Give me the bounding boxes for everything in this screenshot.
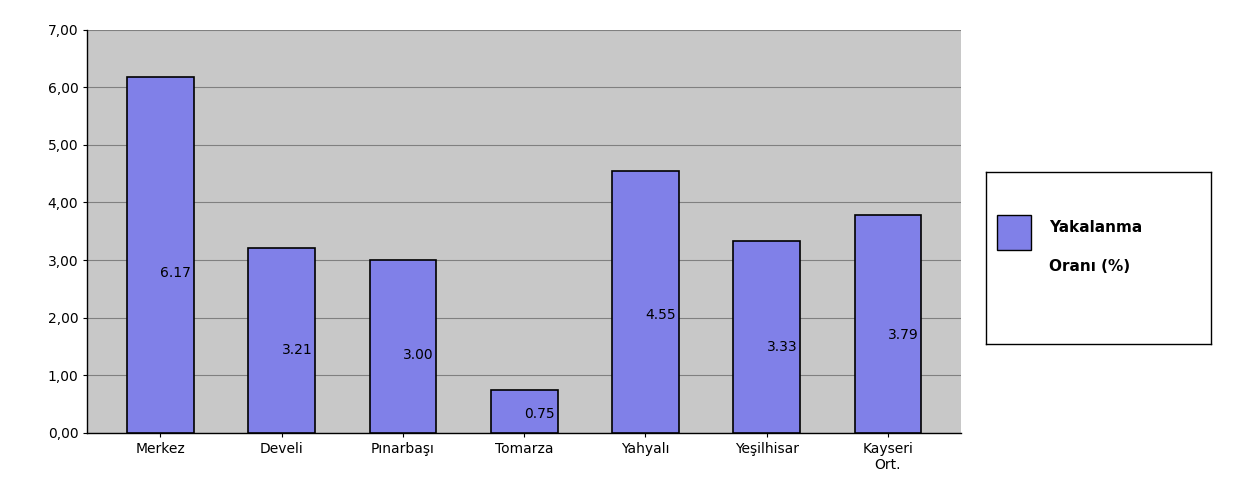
Bar bbox=[612, 171, 679, 433]
Bar bbox=[248, 248, 314, 433]
Text: 4.55: 4.55 bbox=[645, 308, 676, 322]
Bar bbox=[127, 77, 193, 433]
Text: 3.00: 3.00 bbox=[403, 348, 433, 362]
Bar bbox=[369, 260, 437, 433]
Bar bbox=[734, 241, 800, 433]
Text: 6.17: 6.17 bbox=[161, 266, 191, 280]
Text: 3.21: 3.21 bbox=[282, 343, 312, 357]
Bar bbox=[855, 215, 921, 433]
Text: Yakalanma: Yakalanma bbox=[1048, 220, 1142, 235]
Text: 0.75: 0.75 bbox=[524, 406, 555, 421]
Text: Oranı (%): Oranı (%) bbox=[1048, 259, 1129, 275]
FancyBboxPatch shape bbox=[997, 215, 1031, 250]
Bar bbox=[490, 390, 558, 433]
Text: 3.79: 3.79 bbox=[887, 328, 919, 341]
Text: 3.33: 3.33 bbox=[766, 339, 797, 354]
